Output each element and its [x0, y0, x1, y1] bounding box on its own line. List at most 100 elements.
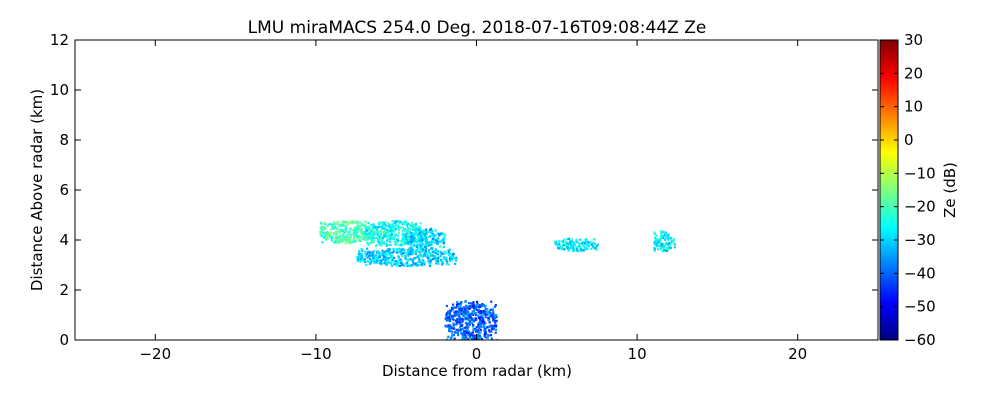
echo-pixel	[327, 237, 330, 240]
echo-pixel	[656, 239, 659, 242]
y-axis: 0 2 4 6 8 10 12	[50, 31, 878, 349]
echo-pixel	[558, 243, 561, 246]
echo-pixel	[358, 224, 361, 227]
echo-pixel	[341, 236, 345, 239]
echo-pixel	[455, 320, 458, 323]
echo-pixel	[482, 303, 485, 306]
echo-pixel	[361, 224, 364, 227]
echo-pixel	[382, 221, 385, 224]
echo-pixel	[419, 244, 422, 247]
echo-pixel	[394, 243, 397, 246]
echo-pixel	[365, 239, 368, 242]
echo-pixel	[434, 239, 437, 242]
echo-pixel	[428, 262, 431, 265]
echo-pixel	[353, 237, 356, 240]
echo-pixel	[487, 313, 490, 316]
echo-pixel	[348, 239, 352, 242]
echo-pixel	[659, 237, 663, 240]
echo-pixel	[344, 227, 348, 230]
echo-pixel	[405, 236, 408, 239]
echo-pixel	[406, 238, 409, 241]
echo-pixel	[453, 311, 456, 314]
echo-pixel	[348, 221, 351, 225]
echo-pixel	[424, 236, 427, 240]
echo-pixel	[378, 262, 381, 265]
echo-pixel	[365, 227, 368, 230]
echo-pixel	[333, 241, 337, 244]
echo-pixel	[334, 231, 337, 234]
echo-pixel	[661, 250, 664, 253]
echo-pixel	[494, 331, 497, 334]
echo-pixel	[457, 334, 460, 337]
echo-pixel	[453, 327, 456, 330]
echo-pixel	[444, 234, 447, 237]
echo-pixel	[388, 234, 391, 237]
echo-pixel	[336, 220, 339, 223]
echo-pixel	[390, 231, 393, 234]
echo-pixel	[405, 225, 409, 228]
echo-pixel	[353, 233, 356, 236]
echo-pixel	[393, 261, 396, 264]
echo-pixel	[330, 238, 333, 241]
echo-pixel	[356, 260, 359, 263]
echo-pixel	[393, 226, 396, 230]
echo-pixel	[343, 236, 346, 239]
echo-pixel	[653, 231, 656, 234]
echo-pixel	[450, 257, 453, 260]
echo-pixel	[465, 326, 468, 329]
echo-pixel	[668, 247, 671, 250]
echo-pixel	[419, 248, 422, 251]
echo-pixel	[467, 322, 471, 325]
echo-pixel	[401, 232, 404, 235]
echo-pixel	[397, 220, 400, 223]
echo-pixel	[457, 310, 461, 313]
echo-pixel	[321, 241, 324, 244]
echo-pixel	[558, 240, 561, 243]
echo-pixel	[406, 223, 409, 226]
echo-pixel	[460, 332, 463, 335]
echo-pixel	[380, 226, 383, 229]
echo-pixel	[481, 317, 485, 320]
echo-pixel	[397, 248, 400, 251]
echo-pixel	[373, 237, 377, 240]
echo-pixel	[447, 253, 451, 257]
echo-pixel	[660, 235, 663, 238]
chart-title: LMU miraMACS 254.0 Deg. 2018-07-16T09:08…	[248, 18, 707, 38]
echo-pixel	[434, 229, 437, 232]
echo-pixel	[472, 336, 475, 339]
echo-pixel	[365, 229, 368, 232]
echo-pixel	[329, 222, 332, 225]
echo-pixel	[411, 259, 414, 262]
echo-pixel	[492, 324, 495, 327]
echo-pixel	[484, 316, 487, 319]
echo-pixel	[332, 233, 335, 236]
echo-pixel	[404, 255, 407, 258]
echo-pixel	[462, 314, 465, 318]
echo-pixel	[397, 234, 400, 237]
echo-pixel	[334, 233, 337, 236]
echo-pixel	[462, 313, 465, 316]
echo-pixel	[425, 241, 428, 244]
echo-pixel	[419, 251, 422, 254]
echo-pixel	[323, 231, 326, 234]
echo-pixel	[359, 236, 363, 239]
echo-pixel	[320, 226, 323, 229]
echo-pixel	[360, 255, 363, 259]
echo-pixel	[325, 237, 328, 240]
echo-pixel	[401, 262, 404, 265]
echo-pixel	[399, 261, 402, 264]
echo-pixel	[320, 222, 323, 225]
echo-pixel	[428, 249, 431, 252]
x-axis-label: Distance from radar (km)	[382, 362, 572, 380]
echo-pixel	[559, 245, 562, 248]
echo-pixel	[404, 221, 407, 224]
echo-pixel	[387, 261, 391, 264]
echo-pixel	[483, 329, 486, 332]
echo-pixel	[585, 248, 588, 251]
echo-pixel	[661, 242, 664, 245]
echo-pixel	[479, 336, 482, 339]
echo-pixel	[595, 248, 598, 251]
echo-pixel	[425, 239, 428, 242]
echo-pixel	[344, 228, 348, 231]
echo-pixel	[432, 235, 435, 238]
